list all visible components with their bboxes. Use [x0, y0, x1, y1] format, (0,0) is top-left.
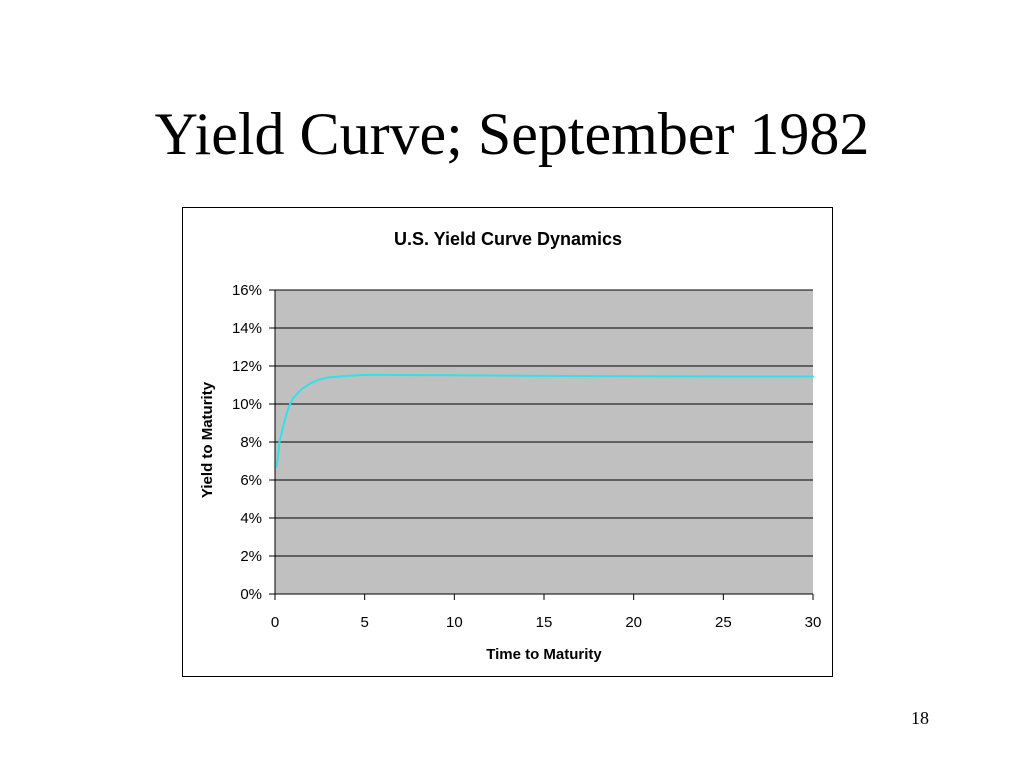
y-tick-label: 0%	[240, 586, 262, 603]
series-layer	[275, 373, 814, 468]
y-axis-title: Yield to Maturity	[199, 381, 216, 498]
slide-number: 18	[911, 708, 929, 728]
x-tick-label: 25	[715, 614, 732, 631]
axes	[269, 289, 814, 600]
y-tick-label: 2%	[240, 548, 262, 565]
x-tick-label: 0	[271, 614, 279, 631]
x-axis-title: Time to Maturity	[486, 646, 602, 663]
x-tick-label: 10	[446, 614, 463, 631]
y-tick-label: 4%	[240, 510, 262, 527]
x-tick-label: 15	[536, 614, 553, 631]
y-tick-label: 8%	[240, 434, 262, 451]
tick-labels: 0% 2% 4% 6% 8% 10% 12% 14% 16% 0 5 10 15 20 25 30	[232, 282, 821, 631]
x-tick-label: 5	[360, 614, 368, 631]
y-tick-label: 16%	[232, 282, 262, 299]
y-tick-label: 6%	[240, 472, 262, 489]
slide-title: Yield Curve; September 1982	[154, 101, 870, 167]
y-tick-label: 14%	[232, 320, 262, 337]
x-tick-label: 30	[805, 614, 822, 631]
x-tick-label: 20	[625, 614, 642, 631]
y-tick-label: 12%	[232, 358, 262, 375]
series-line-0	[275, 373, 814, 468]
y-tick-label: 10%	[232, 396, 262, 413]
chart-title: U.S. Yield Curve Dynamics	[394, 229, 622, 249]
